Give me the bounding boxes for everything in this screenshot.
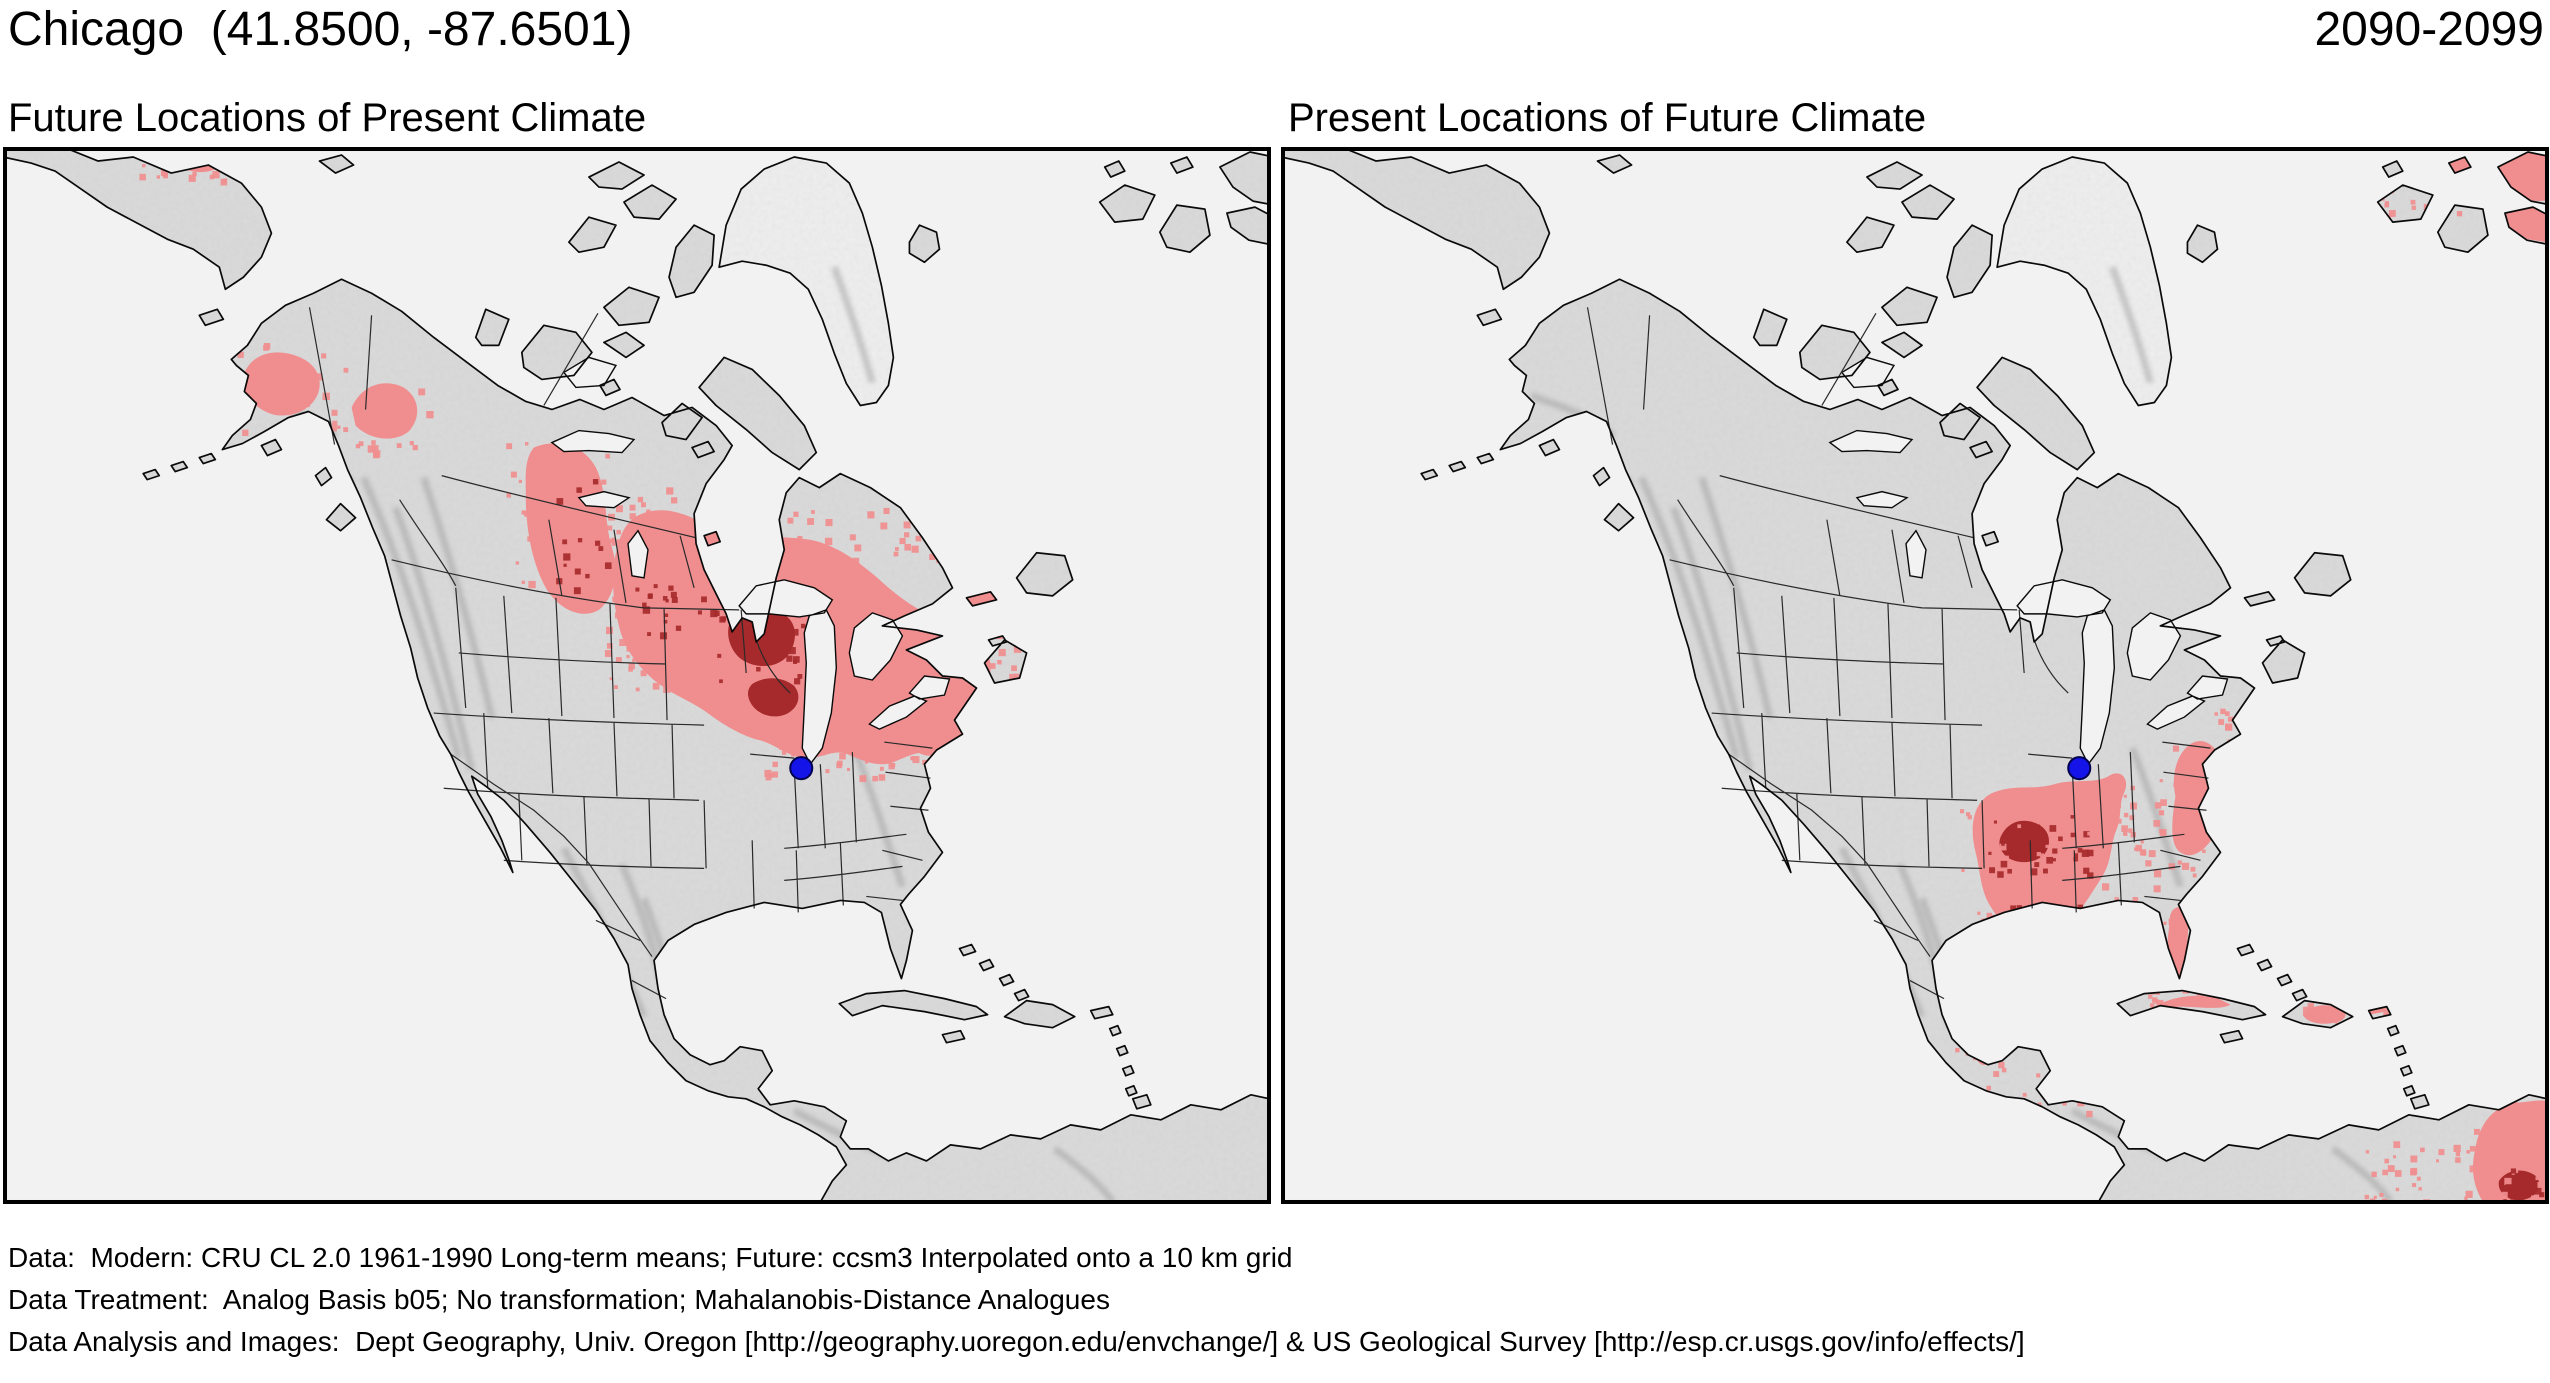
footer-credits: Data Analysis and Images: Dept Geography… bbox=[8, 1326, 2025, 1357]
page-title: Chicago (41.8500, -87.6501) bbox=[8, 3, 633, 56]
footer-data-treatment: Data Treatment: Analog Basis b05; No tra… bbox=[8, 1284, 1110, 1315]
map-frame bbox=[3, 147, 1271, 1204]
header-row: Chicago (41.8500, -87.6501) 2090-2099 bbox=[8, 3, 2544, 57]
map-frame bbox=[1281, 147, 2549, 1204]
panel-title-present-locations: Present Locations of Future Climate bbox=[1288, 96, 1927, 140]
chicago-marker bbox=[2067, 756, 2092, 781]
footer-data-source: Data: Modern: CRU CL 2.0 1961-1990 Long-… bbox=[8, 1242, 1293, 1273]
panel-title-future-locations: Future Locations of Present Climate bbox=[8, 96, 647, 140]
chicago-marker bbox=[789, 756, 814, 781]
map-present-locations-of-future-climate bbox=[1281, 147, 2549, 1204]
map-future-locations-of-present-climate bbox=[3, 147, 1271, 1204]
period-label: 2090-2099 bbox=[2314, 3, 2544, 56]
